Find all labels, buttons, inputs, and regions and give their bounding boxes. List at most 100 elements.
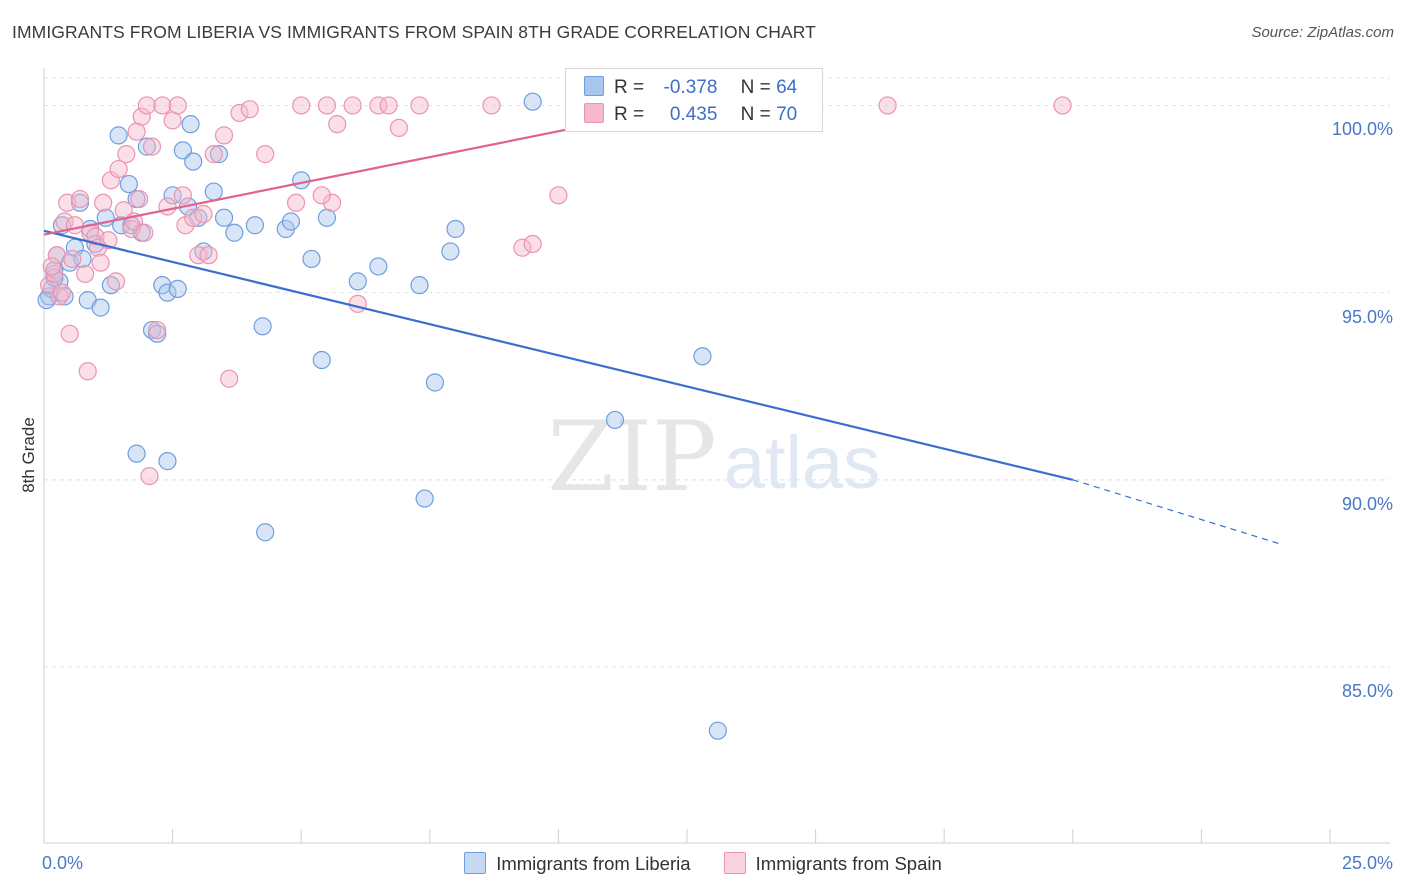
legend-n-value: 64 (776, 77, 798, 98)
spain-point (523, 234, 542, 254)
grid-lines (44, 77, 1390, 668)
liberia-point (168, 279, 187, 298)
liberia-point (256, 523, 275, 542)
series-spain (40, 96, 1072, 486)
liberia-trend-extension (1072, 479, 1279, 545)
spain-point (91, 253, 110, 272)
liberia-point (163, 186, 182, 205)
liberia-point (158, 283, 177, 302)
spain-point (109, 159, 128, 179)
spain-point (42, 257, 61, 276)
liberia-point (137, 137, 156, 156)
spain-point (194, 204, 213, 224)
spain-point (168, 96, 187, 115)
spain-point (117, 145, 136, 164)
spain-point (389, 118, 409, 138)
spain-point (343, 96, 362, 115)
spain-point (140, 466, 159, 486)
liberia-point (109, 126, 128, 145)
legend-item-liberia[interactable]: Immigrants from Liberia (464, 852, 691, 875)
spain-point (130, 189, 149, 209)
spain-point (94, 193, 113, 212)
spain-point (292, 96, 311, 115)
spain-point (153, 96, 172, 115)
chart-source: Source: ZipAtlas.com (1251, 24, 1394, 41)
legend-r-value: -0.378 (663, 77, 718, 98)
spain-point (52, 283, 72, 302)
spain-point (76, 264, 95, 284)
spain-point (45, 264, 64, 284)
x-tick-label: 0.0% (42, 853, 84, 873)
y-tick-label: 100.0% (1331, 119, 1393, 140)
liberia-point (253, 317, 272, 336)
spain-point (410, 96, 429, 115)
legend-n-label: N = (740, 104, 771, 125)
legend-label-liberia: Immigrants from Liberia (496, 853, 691, 874)
liberia-point (127, 444, 146, 463)
legend-n-value: 70 (776, 104, 798, 125)
spain-point (135, 223, 154, 242)
watermark-atlas: atlas (724, 421, 880, 504)
liberia-point (693, 347, 712, 366)
liberia-point (173, 141, 192, 160)
liberia-point (225, 223, 244, 242)
spain-point (70, 189, 90, 209)
liberia-point (184, 152, 203, 171)
liberia-point (119, 174, 138, 194)
spain-point (379, 96, 398, 115)
legend-item-spain[interactable]: Immigrants from Spain (723, 852, 942, 875)
liberia-point (214, 208, 234, 227)
liberia-point (204, 182, 223, 201)
liberia-point (181, 115, 200, 134)
watermark: ZIP atlas (547, 401, 880, 513)
spain-point (142, 137, 162, 156)
y-axis-label: 8th Grade (19, 417, 38, 493)
spain-point (176, 216, 195, 235)
legend-label-spain: Immigrants from Spain (755, 853, 942, 874)
x-tick-label: 25.0% (1341, 853, 1393, 873)
liberia-point (302, 249, 321, 269)
liberia-point (708, 721, 727, 740)
spain-point (47, 246, 66, 265)
spain-point (348, 294, 367, 313)
liberia-point (245, 216, 265, 235)
spain-point (220, 369, 239, 388)
spain-point (148, 320, 167, 340)
spain-point (878, 96, 897, 115)
legend-row-spain: R = 0.435 N = 70 (584, 103, 797, 125)
spain-point (317, 96, 337, 115)
spain-point (65, 216, 84, 235)
liberia-point (281, 212, 301, 231)
series-legend: Immigrants from Liberia Immigrants from … (0, 852, 1406, 875)
liberia-point (369, 257, 388, 276)
y-tick-label: 85.0% (1341, 681, 1393, 702)
spain-point (322, 193, 342, 212)
axes (43, 68, 1390, 844)
spain-point (286, 193, 306, 212)
legend-r-label: R = (614, 77, 645, 98)
spain-point (549, 186, 568, 205)
y-tick-label: 90.0% (1341, 493, 1393, 514)
liberia-point (348, 272, 367, 291)
spain-point (513, 238, 532, 257)
spain-point (173, 186, 192, 205)
legend-r-value: 0.435 (669, 104, 718, 125)
liberia-point (446, 219, 465, 239)
legend-row-liberia: R = -0.378 N = 64 (584, 76, 797, 98)
liberia-point (425, 373, 445, 392)
spain-point (60, 324, 79, 343)
spain-point (256, 145, 275, 164)
spain-point (184, 208, 203, 227)
spain-point (230, 103, 249, 123)
spain-point (199, 246, 218, 265)
spain-point (240, 100, 259, 119)
spain-swatch (584, 103, 604, 123)
chart-title: IMMIGRANTS FROM LIBERIA VS IMMIGRANTS FR… (12, 22, 816, 42)
spain-point (1053, 96, 1072, 115)
liberia-point (73, 249, 92, 269)
liberia-point (158, 452, 177, 471)
liberia-point (91, 298, 110, 317)
spain-point (214, 126, 234, 145)
spain-point (369, 96, 388, 115)
y-tick-label: 95.0% (1341, 306, 1393, 327)
